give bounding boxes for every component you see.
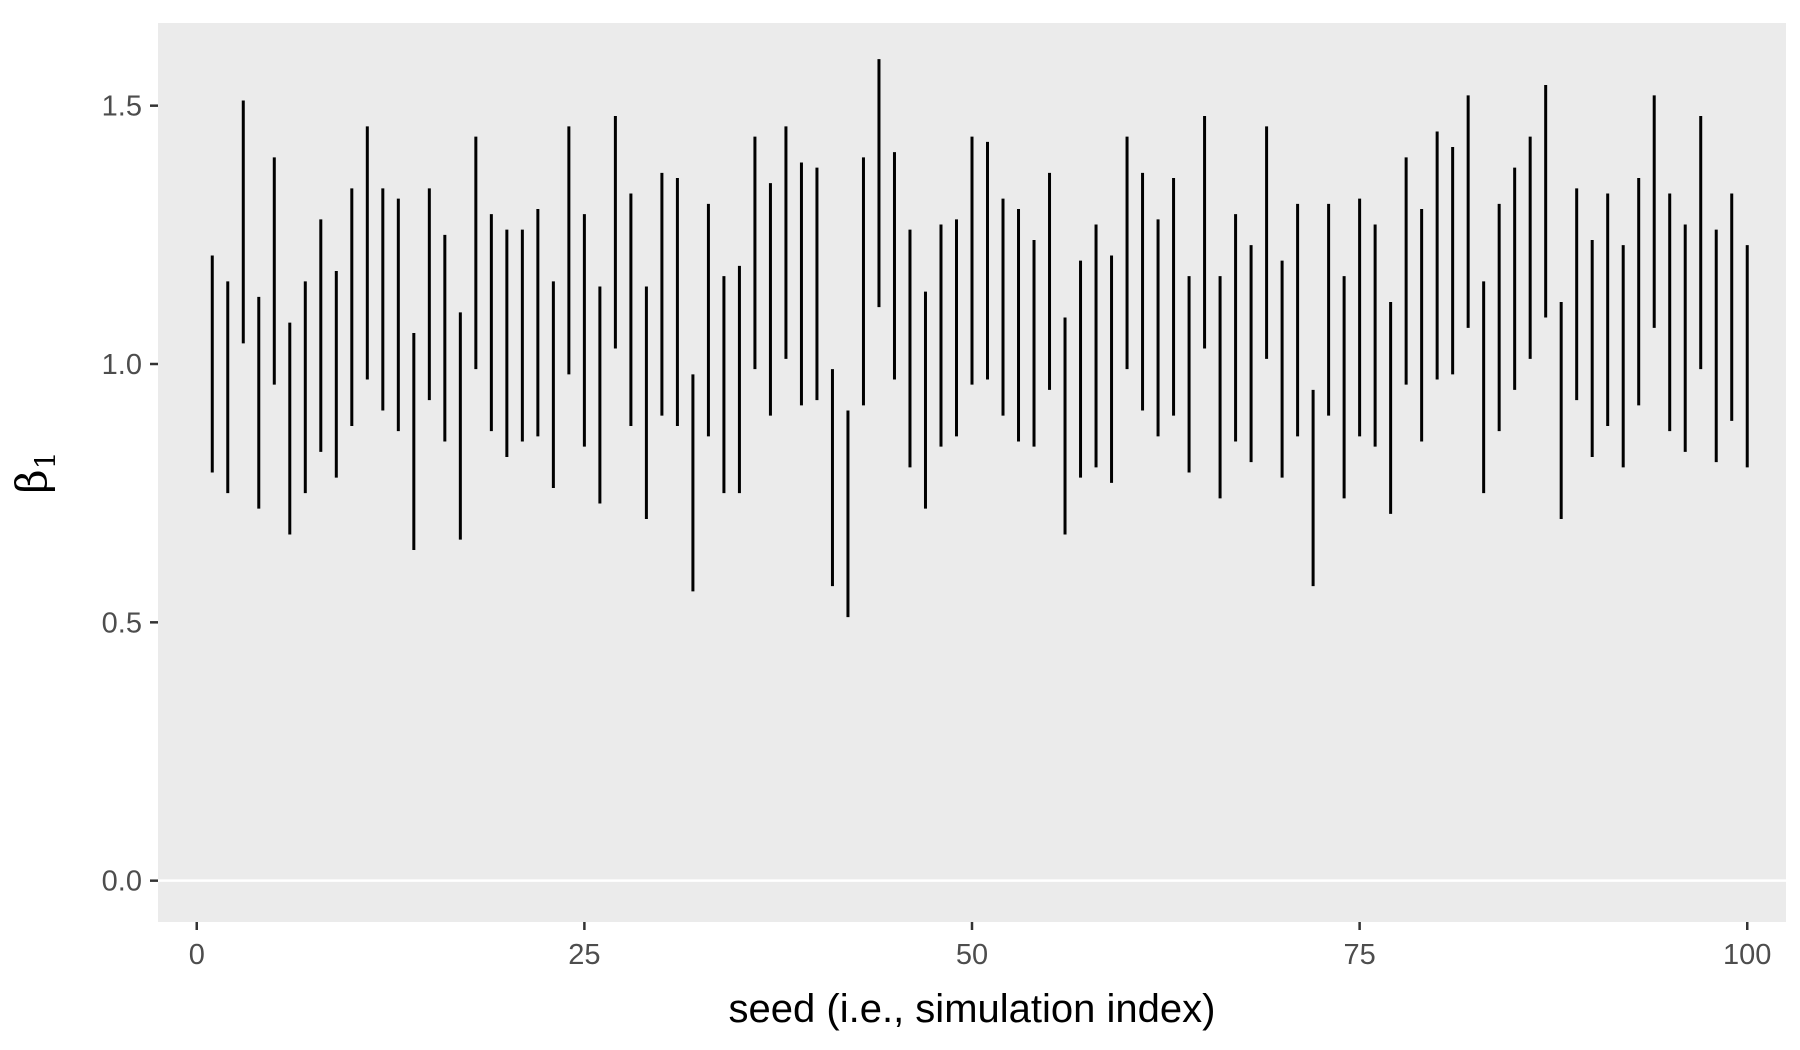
y-axis-subscript: 1 bbox=[29, 451, 62, 469]
x-tick-label: 50 bbox=[956, 939, 988, 971]
y-tick-label: 0.5 bbox=[102, 607, 142, 639]
x-axis-title: seed (i.e., simulation index) bbox=[729, 987, 1216, 1031]
x-tick-label: 0 bbox=[189, 939, 205, 971]
y-axis-symbol: β bbox=[7, 469, 56, 493]
x-axis-ticks: 0 25 50 75 100 bbox=[189, 922, 1771, 971]
x-tick-label: 25 bbox=[568, 939, 600, 971]
y-axis-title: β1 bbox=[7, 451, 62, 493]
y-tick-label: 1.5 bbox=[102, 91, 142, 123]
error-bars bbox=[210, 59, 1749, 618]
y-axis-ticks: 0.0 0.5 1.0 1.5 bbox=[102, 91, 158, 898]
y-tick-label: 0.0 bbox=[102, 866, 142, 898]
x-tick-label: 100 bbox=[1723, 939, 1771, 971]
y-tick-label: 1.0 bbox=[102, 349, 142, 381]
x-tick-label: 75 bbox=[1343, 939, 1375, 971]
